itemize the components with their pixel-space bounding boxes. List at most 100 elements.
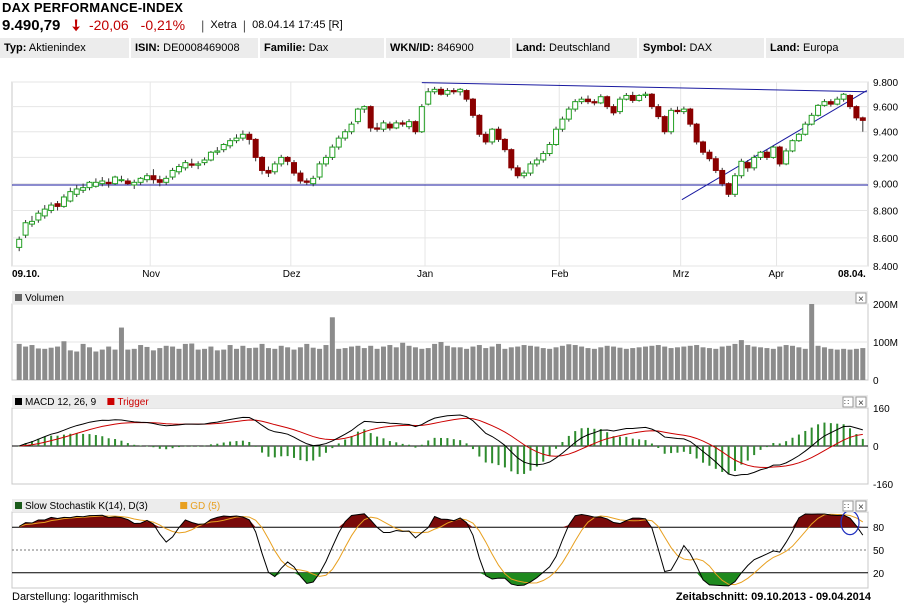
- stoch-header: [12, 499, 868, 512]
- candle-down: [291, 162, 298, 174]
- macd-histogram-bar: [823, 422, 826, 446]
- macd-histogram-bar: [401, 443, 404, 446]
- volume-bar: [643, 346, 649, 380]
- macd-histogram-bar: [273, 446, 276, 458]
- candle-up: [380, 122, 387, 130]
- volume-bar: [233, 348, 239, 380]
- candle-up: [227, 140, 234, 147]
- macd-histogram-bar: [286, 446, 289, 457]
- volume-bar: [61, 341, 67, 380]
- volume-bar: [457, 347, 463, 380]
- volume-bar: [131, 348, 137, 380]
- candle-up: [457, 88, 464, 93]
- volume-bar: [706, 348, 712, 380]
- macd-histogram-bar: [420, 444, 423, 446]
- candle-up: [431, 88, 438, 93]
- volume-bar: [777, 346, 783, 380]
- volume-bar: [259, 343, 265, 380]
- macd-histogram-bar: [523, 446, 526, 474]
- volume-bar: [713, 348, 719, 380]
- macd-histogram-bar: [580, 428, 583, 446]
- macd-histogram-bar: [293, 446, 296, 458]
- info-label: Symbol:: [643, 42, 687, 54]
- candle-up: [789, 140, 796, 152]
- macd-histogram-bar: [708, 446, 711, 466]
- volume-bar: [35, 348, 41, 380]
- macd-histogram-bar: [638, 439, 641, 446]
- candle-down: [847, 94, 854, 108]
- volume-bar: [617, 347, 623, 380]
- volume-bar: [527, 345, 533, 380]
- volume-bar: [700, 347, 706, 380]
- candle-up: [335, 137, 342, 148]
- volume-bar: [342, 348, 348, 380]
- volume-panel: 200M 100M 0: [11, 300, 898, 387]
- volume-bar: [790, 345, 796, 380]
- stoch-legend-swatch: [15, 502, 22, 509]
- macd-legend-label: Trigger: [117, 397, 149, 408]
- volume-bar: [310, 347, 316, 380]
- macd-histogram-bar: [765, 446, 768, 448]
- volume-bar: [604, 345, 610, 380]
- price-tick-label: 9.000: [873, 180, 898, 191]
- info-familie: Familie: Dax: [260, 38, 384, 58]
- info-label: WKN/ID:: [390, 42, 434, 54]
- close-icon: [855, 396, 867, 408]
- volume-bar: [681, 346, 687, 380]
- macd-histogram-bar: [746, 446, 749, 461]
- stoch-tick-label: 50: [873, 546, 885, 557]
- candle-down: [495, 128, 502, 140]
- volume-bar: [515, 346, 521, 380]
- macd-histogram-bar: [203, 445, 206, 447]
- volume-bar: [74, 351, 80, 380]
- close-icon: ×: [858, 398, 864, 409]
- candle-up: [572, 101, 579, 110]
- candle-up: [92, 181, 99, 187]
- macd-histogram-bar: [618, 436, 621, 446]
- info-label: Typ:: [4, 42, 27, 54]
- macd-histogram-bar: [414, 446, 417, 448]
- macd-tick-label: -160: [873, 480, 893, 491]
- volume-bar: [534, 346, 540, 380]
- volume-bar: [655, 345, 661, 380]
- close-icon: ×: [858, 502, 864, 513]
- volume-bar: [214, 350, 220, 380]
- candle-up: [28, 220, 35, 225]
- volume-tick-label: 100M: [873, 338, 898, 349]
- period-label: Zeitabschnitt:: [675, 591, 749, 603]
- macd-histogram-bar: [612, 436, 615, 446]
- price-tick-label: 8.400: [873, 262, 898, 273]
- macd-histogram-bar: [829, 423, 832, 446]
- candle-down: [776, 146, 783, 165]
- candle-up: [616, 98, 623, 113]
- macd-histogram-bar: [24, 443, 27, 446]
- macd-histogram-bar: [235, 441, 238, 446]
- volume-bar: [796, 347, 802, 380]
- volume-bar: [253, 347, 259, 380]
- volume-bar: [809, 302, 815, 380]
- macd-histogram-bar: [305, 446, 308, 462]
- exchange-name: Xetra: [210, 19, 237, 31]
- quote-timestamp: 08.04.14 17:45 [R]: [252, 19, 343, 31]
- candle-up: [636, 94, 643, 101]
- macd-histogram-bar: [82, 433, 85, 446]
- date-tick-label: Apr: [769, 269, 785, 280]
- macd-histogram-bar: [471, 446, 474, 450]
- volume-bar: [585, 348, 591, 380]
- candle-up: [201, 159, 208, 164]
- macd-histogram-bar: [650, 443, 653, 446]
- macd-histogram-bar: [689, 446, 692, 454]
- macd-histogram-bar: [18, 446, 21, 447]
- candle-down: [438, 88, 444, 95]
- info-bar: Typ: Aktienindex ISIN: DE0008469008 Fami…: [0, 38, 904, 58]
- candle-up: [783, 150, 790, 165]
- candle-down: [374, 127, 381, 130]
- candle-up: [80, 187, 87, 191]
- candle-up: [137, 177, 144, 183]
- volume-bar: [317, 348, 323, 380]
- macd-histogram-bar: [491, 446, 494, 464]
- macd-histogram-bar: [363, 429, 366, 446]
- volume-bar: [834, 349, 840, 380]
- info-label: Familie:: [264, 42, 306, 54]
- candle-down: [853, 106, 860, 119]
